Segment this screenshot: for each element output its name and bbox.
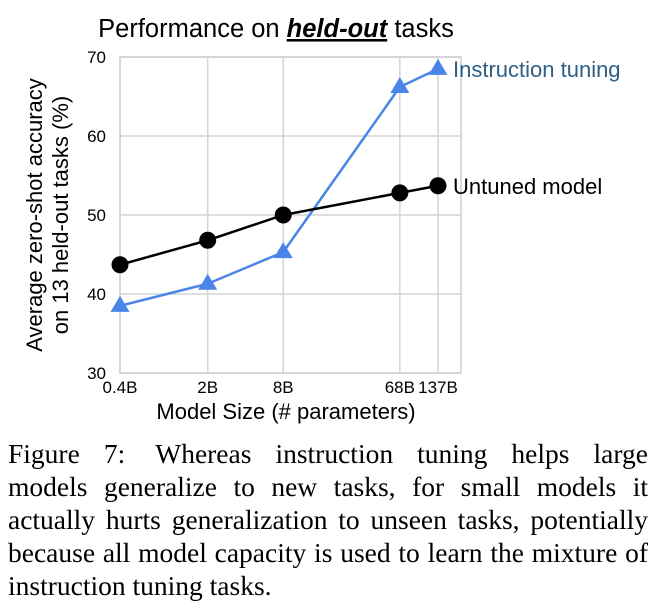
y-axis-label-line-2: on 13 held-out tasks (%)	[48, 96, 73, 334]
plot-frame	[119, 56, 462, 374]
untuned-model-marker	[199, 231, 217, 249]
x-tick-labels: 0.4B 2B 8B 68B 137B	[103, 378, 458, 397]
instruction-tuning-marker	[273, 242, 293, 259]
x-tick-label: 68B	[385, 378, 415, 397]
x-tick-label: 8B	[273, 378, 294, 397]
untuned-model-marker	[274, 206, 292, 224]
y-tick-label: 60	[87, 127, 106, 146]
y-tick-label: 30	[87, 364, 106, 383]
series-labels: Instruction tuning Untuned model	[453, 57, 621, 199]
chart-title: Performance on held-out tasks	[98, 15, 454, 43]
instruction-tuning-marker	[390, 77, 410, 94]
instruction-tuning-marker	[428, 58, 448, 75]
figure-caption: Figure 7: Whereas instruction tuning help…	[8, 437, 648, 602]
y-tick-labels: 30 40 50 60 70	[87, 48, 106, 383]
caption-label: Figure 7:	[8, 438, 126, 469]
instruction-tuning-line	[119, 67, 439, 308]
untuned-model-marker	[111, 256, 129, 274]
untuned-model-marker	[391, 184, 409, 202]
chart: 30 40 50 60 70 0.4B 2B 8B 68B 137B Instruction t…	[22, 15, 621, 424]
x-tick-label: 2B	[197, 378, 218, 397]
untuned-model-marker	[429, 177, 447, 195]
y-tick-label: 70	[87, 48, 106, 67]
series-layer	[110, 58, 448, 312]
instruction-tuning-series-label: Instruction tuning	[453, 57, 621, 82]
y-tick-label: 40	[87, 285, 106, 304]
y-tick-label: 50	[87, 206, 106, 225]
instruction-tuning-marker	[198, 273, 218, 290]
y-axis-label: Average zero-shot accuracy on 13 held-ou…	[22, 78, 73, 352]
y-axis-label-line-1: Average zero-shot accuracy	[22, 78, 47, 352]
x-tick-label: 137B	[418, 378, 458, 397]
untuned-model-series-label: Untuned model	[453, 174, 602, 199]
x-axis-label: Model Size (# parameters)	[156, 399, 415, 424]
instruction-tuning-marker	[110, 295, 130, 312]
x-tick-label: 0.4B	[103, 378, 138, 397]
caption-text: Whereas instruction tuning helps large m…	[8, 438, 648, 601]
